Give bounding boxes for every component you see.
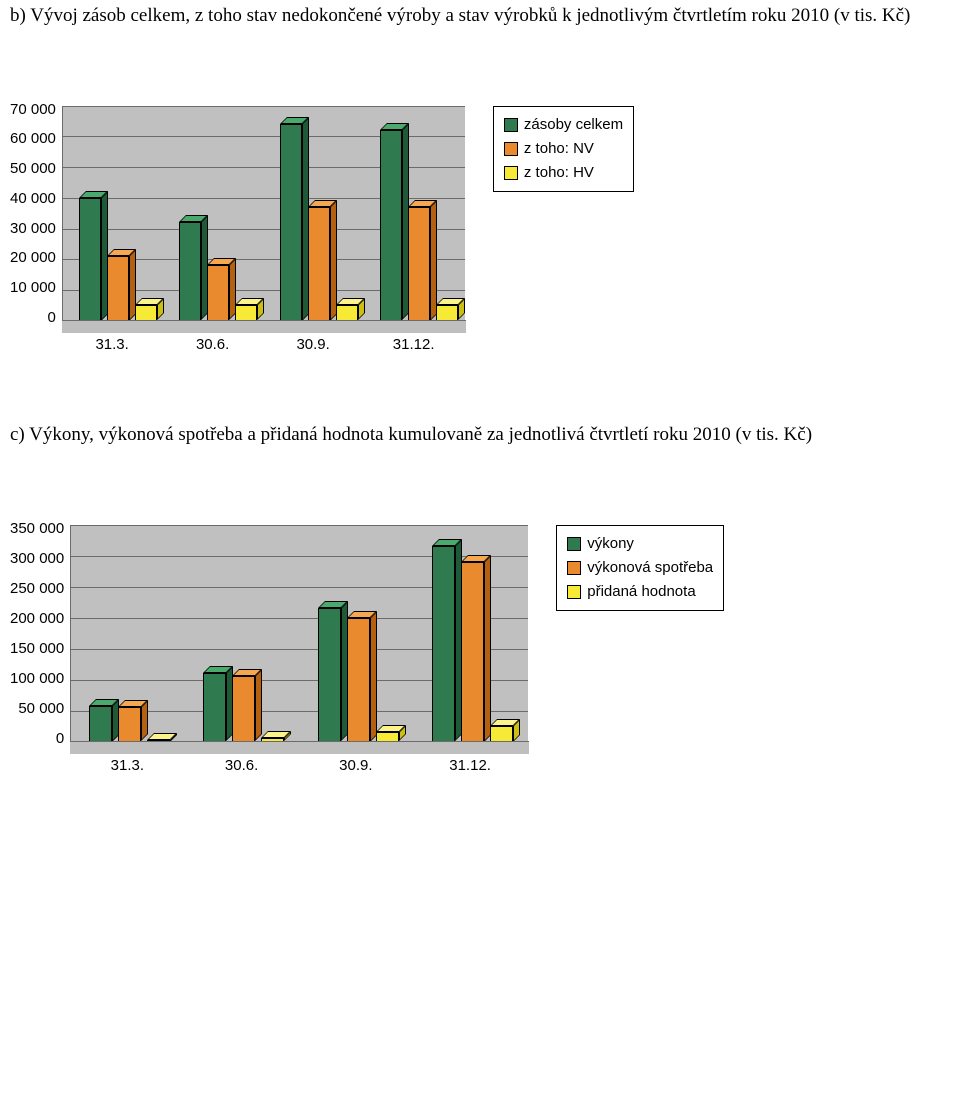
page: b) Vývoj zásob celkem, z toho stav nedok…: [0, 0, 960, 814]
chart-b-legend: zásoby celkemz toho: NVz toho: HV: [493, 106, 634, 192]
bar: [179, 222, 201, 320]
y-tick-label: 10 000: [10, 279, 56, 296]
y-tick-label: 20 000: [10, 249, 56, 266]
y-tick-label: 0: [48, 309, 56, 326]
x-tick-label: 31.3.: [70, 757, 184, 774]
legend-label: výkony: [587, 532, 634, 556]
y-tick-label: 50 000: [10, 160, 56, 177]
legend-swatch: [504, 142, 518, 156]
chart-c-plot: [70, 525, 528, 743]
bar: [118, 707, 141, 741]
chart-c-y-axis: 350 000 300 000 250 000 200 000 150 000 100 0…: [10, 520, 70, 747]
x-tick-label: 30.9.: [263, 336, 364, 353]
legend-swatch: [567, 561, 581, 575]
bar-group: [364, 106, 465, 321]
chart-b-block: 70 00060 00050 00040 00030 00020 00010 0…: [10, 106, 950, 353]
bar: [490, 726, 513, 742]
legend-label: z toho: HV: [524, 161, 594, 185]
bar: [203, 673, 226, 741]
bar-group: [414, 525, 528, 742]
chart-b-groups: [63, 106, 465, 321]
x-tick-label: 31.3.: [62, 336, 163, 353]
legend-item: výkony: [567, 532, 713, 556]
bar: [347, 618, 370, 742]
bar-group: [264, 106, 365, 321]
bar-group: [300, 525, 414, 742]
chart-c-plotcol: 31.3.30.6.30.9.31.12.: [70, 525, 528, 774]
y-tick-label: 30 000: [10, 220, 56, 237]
bar: [461, 562, 484, 742]
chart-c-x-axis: 31.3.30.6.30.9.31.12.: [70, 757, 527, 774]
y-tick-label: 150 000: [10, 640, 64, 657]
legend-swatch: [567, 537, 581, 551]
y-tick-label: 200 000: [10, 610, 64, 627]
x-tick-label: 30.6.: [184, 757, 298, 774]
legend-swatch: [504, 166, 518, 180]
y-tick-label: 300 000: [10, 550, 64, 567]
chart-c-block: 350 000300 000250 000200 000150 000100 0…: [10, 525, 950, 774]
y-tick-label: 350 000: [10, 520, 64, 537]
y-tick-label: 50 000: [18, 700, 64, 717]
bar-group: [163, 106, 264, 321]
x-tick-label: 30.6.: [162, 336, 263, 353]
chart-b-wrap: 70 00060 00050 00040 00030 00020 00010 0…: [10, 106, 465, 353]
chart-b-x-axis: 31.3.30.6.30.9.31.12.: [62, 336, 464, 353]
bar: [380, 130, 402, 320]
chart-b-plotcol: 31.3.30.6.30.9.31.12.: [62, 106, 465, 353]
legend-label: výkonová spotřeba: [587, 556, 713, 580]
chart-b-floor: [62, 320, 466, 333]
legend-label: přidaná hodnota: [587, 580, 695, 604]
bar: [308, 207, 330, 321]
legend-item: zásoby celkem: [504, 113, 623, 137]
x-tick-label: 31.12.: [413, 757, 527, 774]
legend-swatch: [567, 585, 581, 599]
y-tick-label: 100 000: [10, 670, 64, 687]
bar: [89, 706, 112, 742]
bar: [408, 207, 430, 321]
bar: [79, 198, 101, 321]
chart-b-y-axis: 70 000 60 000 50 000 40 000 30 000 20 000 10 0…: [10, 101, 62, 326]
bar: [207, 265, 229, 320]
legend-label: zásoby celkem: [524, 113, 623, 137]
chart-b-plot: [62, 106, 465, 322]
chart-c-floor: [70, 741, 529, 754]
x-tick-label: 30.9.: [299, 757, 413, 774]
bar: [336, 305, 358, 320]
bar-group: [71, 525, 185, 742]
bar: [432, 546, 455, 741]
y-tick-label: 60 000: [10, 130, 56, 147]
chart-c-wrap: 350 000300 000250 000200 000150 000100 0…: [10, 525, 528, 774]
legend-item: výkonová spotřeba: [567, 556, 713, 580]
legend-label: z toho: NV: [524, 137, 594, 161]
legend-item: přidaná hodnota: [567, 580, 713, 604]
bar: [135, 305, 157, 320]
section-b-title: b) Vývoj zásob celkem, z toho stav nedok…: [10, 4, 950, 28]
bar-group: [63, 106, 164, 321]
chart-c-legend: výkonyvýkonová spotřebapřidaná hodnota: [556, 525, 724, 611]
x-tick-label: 31.12.: [363, 336, 464, 353]
bar: [235, 305, 257, 320]
section-c-title: c) Výkony, výkonová spotřeba a přidaná h…: [10, 423, 950, 447]
y-tick-label: 0: [56, 730, 64, 747]
bar: [107, 256, 129, 321]
bar: [280, 124, 302, 321]
legend-swatch: [504, 118, 518, 132]
bar-group: [185, 525, 299, 742]
bar: [318, 608, 341, 741]
bar: [436, 305, 458, 320]
y-tick-label: 70 000: [10, 101, 56, 118]
legend-item: z toho: NV: [504, 137, 623, 161]
bar: [232, 676, 255, 741]
y-tick-label: 250 000: [10, 580, 64, 597]
chart-c-groups: [71, 525, 528, 742]
legend-item: z toho: HV: [504, 161, 623, 185]
y-tick-label: 40 000: [10, 190, 56, 207]
